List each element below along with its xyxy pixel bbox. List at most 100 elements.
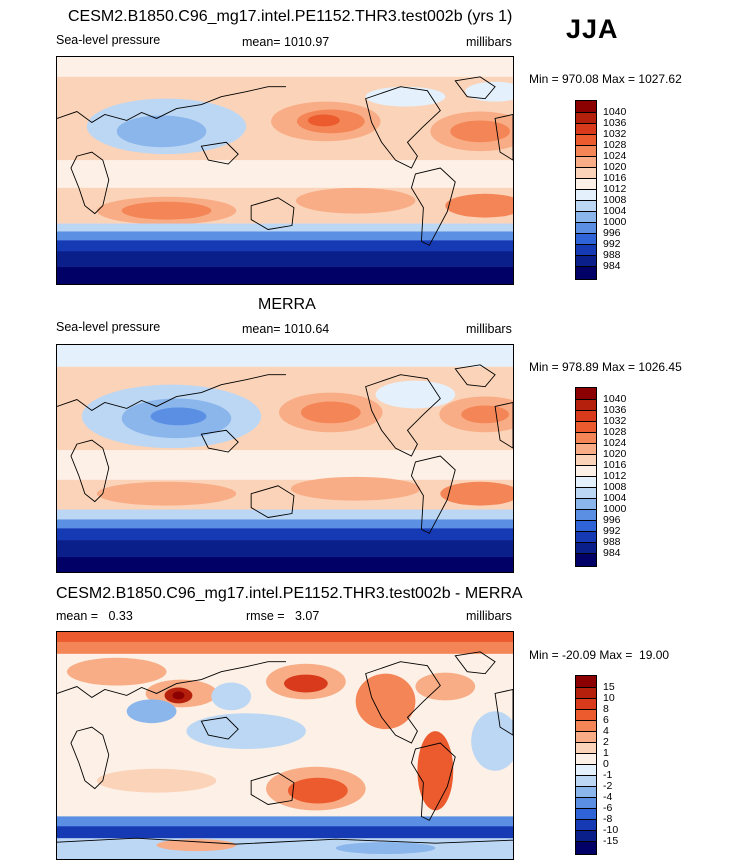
colorbar-tick-label: 1008 [603,481,627,493]
colorbar-swatch [576,842,596,854]
colorbar-tick-label: -15 [603,835,619,847]
colorbar-swatch [576,477,596,488]
colorbar-tick-label: 2 [603,736,609,748]
colorbar-swatch [576,776,596,787]
colorbar-swatch [576,234,596,245]
colorbar-swatch [576,754,596,765]
colorbar-swatch [576,488,596,499]
colorbar-swatch [576,124,596,135]
colorbar-swatch [576,201,596,212]
colorbar-swatch [576,455,596,466]
panel-2-mean-label: mean= 1010.64 [242,322,330,336]
colorbar-swatch [576,676,596,688]
colorbar-swatch [576,721,596,732]
colorbar-swatch [576,809,596,820]
colorbar-tick-label: 0 [603,758,609,770]
colorbar-swatch [576,798,596,809]
colorbar-swatch [576,135,596,146]
colorbar-tick-label: 1036 [603,404,627,416]
colorbar-swatch [576,388,596,400]
colorbar-swatch [576,190,596,201]
colorbar-tick-label: -8 [603,813,613,825]
panel-3-rmse-label: rmse = 3.07 [246,609,320,623]
panel-1-map-graphic [57,57,513,284]
panel-2-colorbar [575,387,597,567]
colorbar-tick-label: -1 [603,769,613,781]
colorbar-swatch [576,510,596,521]
colorbar-tick-label: 15 [603,681,615,693]
panel-3-colorbar [575,675,597,855]
panel-1-map [56,56,514,285]
panel-2-title: MERRA [258,296,316,313]
colorbar-tick-label: 1000 [603,216,627,228]
colorbar-swatch [576,444,596,455]
colorbar-tick-label: 1 [603,747,609,759]
colorbar-swatch [576,521,596,532]
colorbar-tick-label: -10 [603,824,619,836]
colorbar-tick-label: -2 [603,780,613,792]
colorbar-swatch [576,146,596,157]
panel-1-mean-label: mean= 1010.97 [242,35,330,49]
colorbar-tick-label: 1008 [603,194,627,206]
panel-3-minmax: Min = -20.09 Max = 19.00 [529,648,670,662]
colorbar-tick-label: 4 [603,725,609,737]
colorbar-tick-label: 984 [603,260,621,272]
panel-2-minmax: Min = 978.89 Max = 1026.45 [529,360,682,374]
colorbar-swatch [576,101,596,113]
colorbar-swatch [576,433,596,444]
colorbar-swatch [576,168,596,179]
panel-2-map-graphic [57,345,513,572]
colorbar-tick-label: 1040 [603,106,627,118]
colorbar-tick-label: 1032 [603,128,627,140]
colorbar-tick-label: -6 [603,802,613,814]
colorbar-swatch [576,466,596,477]
colorbar-swatch [576,400,596,411]
colorbar-swatch [576,699,596,710]
colorbar-swatch [576,212,596,223]
colorbar-swatch [576,820,596,831]
colorbar-tick-label: 1000 [603,503,627,515]
colorbar-tick-label: 1028 [603,139,627,151]
colorbar-tick-label: 1024 [603,437,627,449]
colorbar-swatch [576,179,596,190]
colorbar-swatch [576,787,596,798]
colorbar-tick-label: 988 [603,249,621,261]
panel-1-left-label: Sea-level pressure [56,33,161,47]
panel-1-colorbar [575,100,597,280]
colorbar-swatch [576,256,596,267]
colorbar-tick-label: 1012 [603,183,627,195]
colorbar-tick-label: 1024 [603,150,627,162]
colorbar-swatch [576,543,596,554]
colorbar-swatch [576,732,596,743]
colorbar-swatch [576,157,596,168]
colorbar-tick-label: 984 [603,547,621,559]
colorbar-tick-label: 1004 [603,205,627,217]
panel-1-units-label: millibars [466,35,512,49]
colorbar-tick-label: 1020 [603,448,627,460]
colorbar-tick-label: 1036 [603,117,627,129]
colorbar-tick-label: 1016 [603,459,627,471]
colorbar-swatch [576,688,596,699]
colorbar-tick-label: 992 [603,525,621,537]
colorbar-swatch [576,411,596,422]
panel-1-title: CESM2.B1850.C96_mg17.intel.PE1152.THR3.t… [68,8,513,25]
colorbar-tick-label: 992 [603,238,621,250]
colorbar-swatch [576,422,596,433]
panel-3-map-graphic [57,632,513,859]
panel-2-map [56,344,514,573]
panel-1-minmax: Min = 970.08 Max = 1027.62 [529,72,682,86]
colorbar-swatch [576,245,596,256]
panel-3-units-label: millibars [466,609,512,623]
colorbar-tick-label: 1040 [603,393,627,405]
colorbar-tick-label: 1032 [603,415,627,427]
colorbar-swatch [576,710,596,721]
colorbar-swatch [576,267,596,279]
colorbar-tick-label: 988 [603,536,621,548]
colorbar-tick-label: 1028 [603,426,627,438]
colorbar-swatch [576,743,596,754]
colorbar-swatch [576,532,596,543]
panel-2-left-label: Sea-level pressure [56,320,161,334]
colorbar-tick-label: 1020 [603,161,627,173]
panel-2-units-label: millibars [466,322,512,336]
colorbar-swatch [576,499,596,510]
